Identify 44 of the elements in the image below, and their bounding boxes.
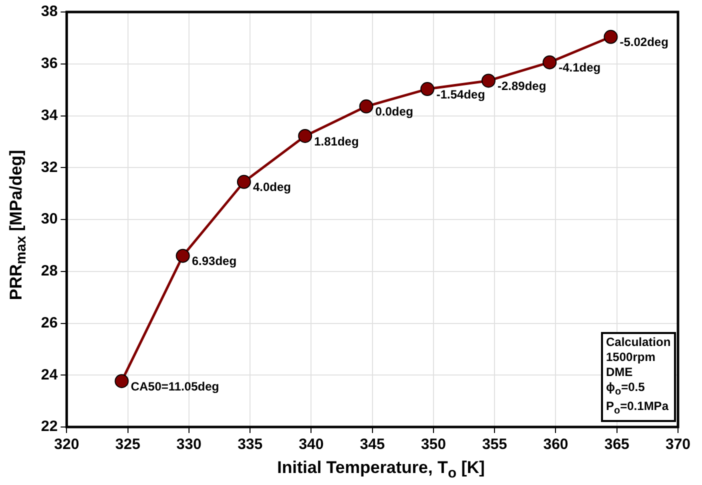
x-tick-label: 370 <box>665 436 691 454</box>
point <box>420 82 434 96</box>
annotation: DME <box>606 365 634 380</box>
point <box>236 174 251 189</box>
x-tick-label: 340 <box>298 436 324 454</box>
point <box>298 128 312 143</box>
x-tick-label: 345 <box>360 436 385 454</box>
annotation: -4.1deg <box>558 60 601 75</box>
point <box>481 74 496 88</box>
x-tick-label: 350 <box>420 436 446 454</box>
y-tick-label: 38 <box>40 3 58 20</box>
x-tick-label: 320 <box>54 436 80 454</box>
annotation: 1.81deg <box>314 134 359 148</box>
point <box>176 248 190 263</box>
x-axis-title: Initial Temperature, T$_{o}$ [K] <box>277 458 485 481</box>
x-tick-label: 325 <box>115 436 140 454</box>
annotation: -2.89deg <box>497 79 546 94</box>
annotation: P$_{o}$=0.1MPa <box>606 399 670 419</box>
y-tick-label: 36 <box>40 55 58 72</box>
annotation: Calculation <box>606 335 671 350</box>
annotation: 1500rpm <box>606 350 656 365</box>
y-tick-label: 24 <box>40 366 58 384</box>
annotation: -5.02deg <box>620 35 668 50</box>
y-tick-label: 30 <box>40 210 58 228</box>
y-tick-label: 22 <box>40 418 58 436</box>
x-tick-label: 355 <box>482 436 508 454</box>
y-tick-label: 32 <box>40 158 58 176</box>
point <box>359 99 374 114</box>
y-tick-label: 26 <box>40 314 58 332</box>
y-tick-label: 34 <box>40 106 58 124</box>
x-tick-label: 365 <box>604 436 630 454</box>
annotation: CA50=11.05deg <box>130 379 220 394</box>
point <box>114 374 129 388</box>
point <box>542 55 557 70</box>
y-tick-label: 28 <box>40 262 58 280</box>
x-tick-label: 360 <box>543 436 568 454</box>
annotation: 4.0deg <box>252 180 291 194</box>
point <box>604 30 618 44</box>
x-tick-label: 330 <box>176 436 202 454</box>
annotation: ϕ$_{o}$=0.5 <box>606 380 646 400</box>
annotation: -1.54deg <box>436 87 486 102</box>
annotation: 0.0deg <box>375 104 414 119</box>
x-tick-label: 335 <box>238 436 263 454</box>
annotation: 6.93deg <box>192 254 237 268</box>
